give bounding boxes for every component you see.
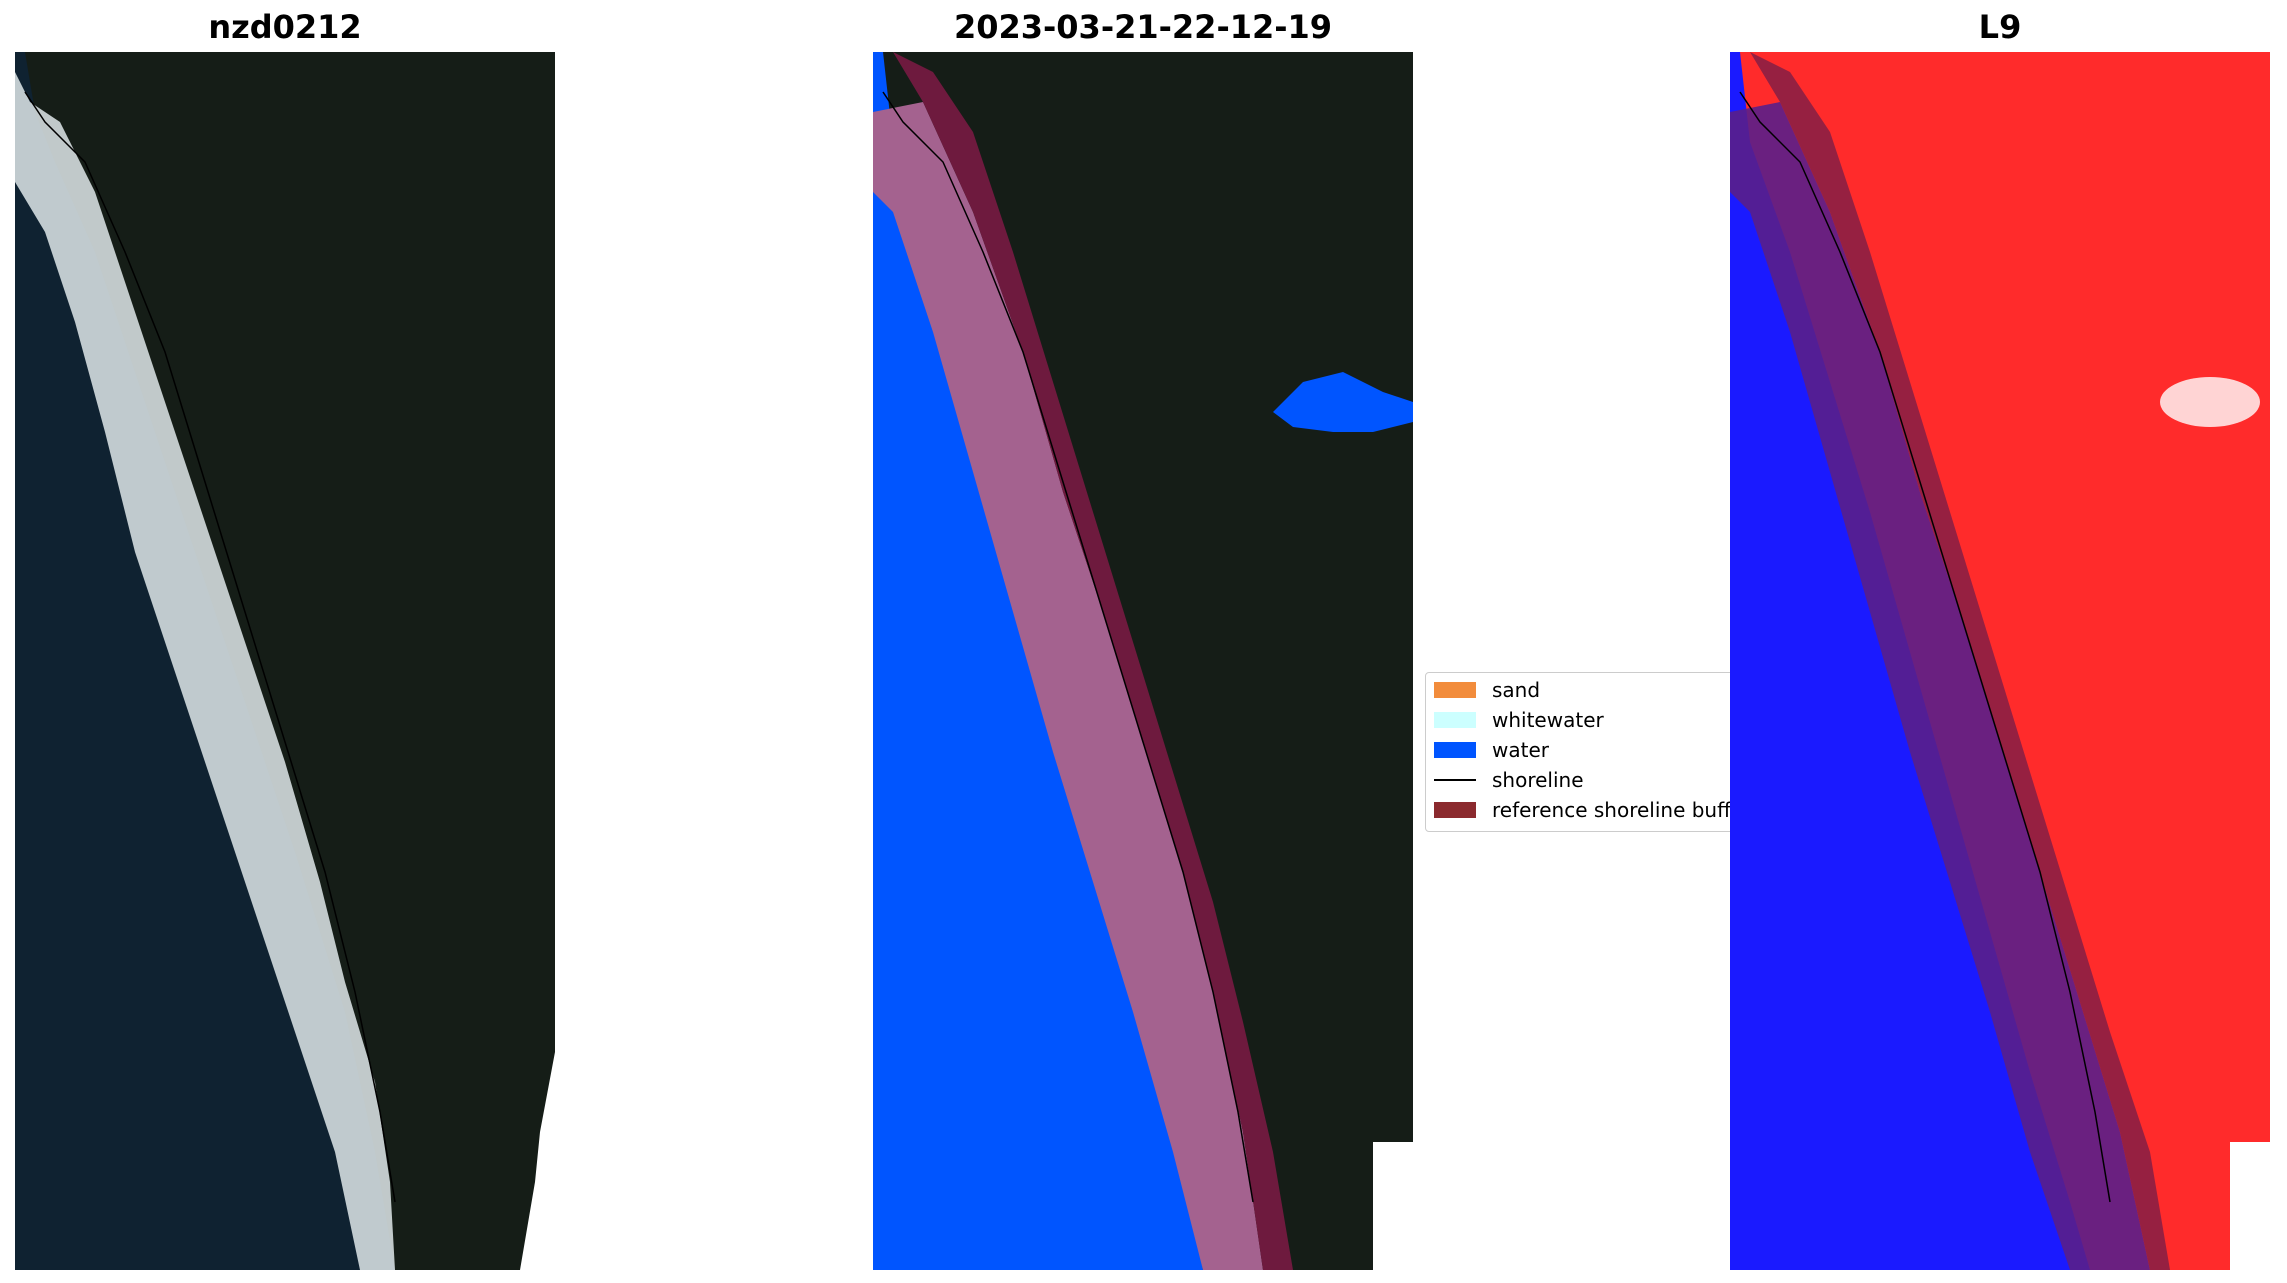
sand-swatch bbox=[1434, 682, 1476, 698]
legend-item-sand: sand bbox=[1434, 677, 1540, 703]
water-swatch bbox=[1434, 742, 1476, 758]
legend-label-whitewater: whitewater bbox=[1492, 708, 1604, 732]
legend-label-sand: sand bbox=[1492, 678, 1541, 702]
panel-title-index: L9 bbox=[1978, 8, 2022, 46]
shoreline-line-swatch bbox=[1434, 779, 1476, 781]
legend: sand whitewater water shoreline referenc… bbox=[1425, 672, 1735, 832]
legend-item-whitewater: whitewater bbox=[1434, 707, 1604, 733]
panel-title-classification: 2023-03-21-22-12-19 bbox=[953, 8, 1333, 46]
legend-label-reference-buffer: reference shoreline buffer bbox=[1492, 798, 1735, 822]
classification-panel bbox=[873, 52, 1413, 1270]
rgb-image-panel bbox=[15, 52, 555, 1270]
panel-title-rgb: nzd0212 bbox=[208, 8, 362, 46]
legend-label-water: water bbox=[1492, 738, 1549, 762]
rgb-satellite-image bbox=[15, 52, 555, 1270]
legend-label-shoreline: shoreline bbox=[1492, 768, 1584, 792]
classification-map bbox=[873, 52, 1413, 1270]
index-panel bbox=[1730, 52, 2270, 1270]
legend-item-water: water bbox=[1434, 737, 1549, 763]
legend-item-reference-buffer: reference shoreline buffer bbox=[1434, 797, 1735, 823]
legend-item-shoreline: shoreline bbox=[1434, 767, 1584, 793]
reference-buffer-swatch bbox=[1434, 802, 1476, 818]
index-map bbox=[1730, 52, 2270, 1270]
whitewater-swatch bbox=[1434, 712, 1476, 728]
